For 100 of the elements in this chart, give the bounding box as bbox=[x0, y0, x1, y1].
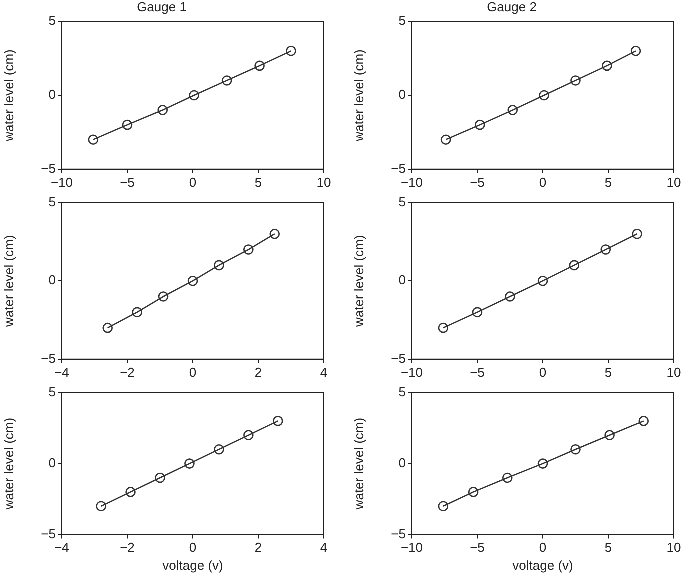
x-tick-label: 2 bbox=[254, 364, 262, 380]
point bbox=[570, 444, 581, 455]
point bbox=[440, 134, 452, 145]
x-tick-label: 0 bbox=[539, 174, 547, 190]
point bbox=[158, 105, 168, 116]
x-tick-label: 10 bbox=[666, 540, 682, 556]
point bbox=[502, 472, 513, 484]
y-tick-label: −5 bbox=[41, 526, 56, 542]
x-tick-label: 0 bbox=[539, 540, 547, 556]
x-tick-label: 5 bbox=[604, 364, 612, 380]
y-tick-label: −5 bbox=[391, 160, 406, 176]
x-tick-label: 2 bbox=[254, 540, 262, 556]
point bbox=[273, 416, 284, 426]
y-axis-title: water level (cm) bbox=[1, 50, 16, 142]
y-tick-label: 5 bbox=[48, 13, 56, 28]
x-tick-label: 0 bbox=[539, 364, 547, 380]
x-tick-label: 0 bbox=[189, 364, 197, 380]
point bbox=[88, 134, 99, 145]
y-axis-title: water level (cm) bbox=[1, 418, 16, 511]
point bbox=[438, 322, 449, 334]
y-tick-label: 0 bbox=[48, 87, 56, 102]
point bbox=[569, 260, 580, 271]
x-tick-label: 10 bbox=[666, 174, 682, 190]
point bbox=[126, 487, 136, 498]
x-axis-title: voltage (v) bbox=[512, 558, 574, 573]
x-tick-label: −5 bbox=[470, 174, 485, 190]
x-axis-title: voltage (v) bbox=[162, 558, 224, 573]
point bbox=[538, 458, 548, 469]
y-tick-label: 0 bbox=[48, 455, 56, 470]
point bbox=[244, 244, 254, 255]
point bbox=[472, 307, 483, 318]
x-tick-label: −10 bbox=[50, 174, 74, 190]
y-tick-label: −5 bbox=[391, 350, 406, 366]
point bbox=[122, 120, 133, 130]
point bbox=[189, 90, 200, 101]
y-tick-label: −5 bbox=[41, 350, 56, 366]
point bbox=[286, 46, 296, 56]
point bbox=[508, 105, 518, 116]
point bbox=[539, 90, 550, 101]
chart-title: Gauge 2 bbox=[487, 0, 537, 14]
x-tick-label: 0 bbox=[189, 174, 197, 190]
point bbox=[570, 76, 581, 86]
y-tick-label: −5 bbox=[391, 526, 406, 542]
point bbox=[188, 276, 198, 286]
x-tick-label: −10 bbox=[400, 174, 424, 190]
point bbox=[244, 430, 254, 441]
x-tick-label: 5 bbox=[254, 174, 262, 190]
x-tick-label: −4 bbox=[54, 540, 70, 556]
point bbox=[505, 292, 516, 302]
point bbox=[602, 60, 612, 72]
point bbox=[600, 244, 612, 255]
x-tick-label: −10 bbox=[400, 364, 424, 380]
y-tick-label: 5 bbox=[398, 384, 406, 400]
y-axis-title: water level (cm) bbox=[1, 235, 16, 328]
y-tick-label: 0 bbox=[398, 455, 406, 470]
point bbox=[638, 416, 650, 426]
x-tick-label: 10 bbox=[316, 174, 332, 190]
x-tick-label: −5 bbox=[120, 174, 135, 190]
y-tick-label: 5 bbox=[398, 13, 406, 28]
x-tick-label: 10 bbox=[666, 364, 682, 380]
point bbox=[474, 120, 486, 130]
point bbox=[132, 307, 142, 318]
x-tick-label: −5 bbox=[470, 540, 485, 556]
x-tick-label: 0 bbox=[189, 540, 197, 556]
x-tick-label: 4 bbox=[320, 540, 328, 556]
point bbox=[184, 458, 195, 469]
y-tick-label: 0 bbox=[398, 87, 406, 102]
x-tick-label: −2 bbox=[120, 540, 135, 556]
point bbox=[214, 260, 224, 271]
y-axis-title: water level (cm) bbox=[351, 50, 366, 142]
point bbox=[438, 501, 449, 512]
x-tick-label: −5 bbox=[470, 364, 485, 380]
point bbox=[538, 276, 548, 286]
point bbox=[632, 228, 642, 240]
x-tick-label: −2 bbox=[120, 364, 135, 380]
point bbox=[155, 472, 166, 484]
point bbox=[102, 322, 113, 334]
point bbox=[254, 60, 265, 72]
x-tick-label: −10 bbox=[400, 540, 424, 556]
chart-title: Gauge 1 bbox=[137, 0, 187, 14]
point bbox=[158, 292, 169, 302]
x-tick-label: −4 bbox=[54, 364, 70, 380]
point bbox=[96, 501, 106, 512]
y-tick-label: −5 bbox=[41, 160, 56, 176]
point bbox=[222, 76, 232, 86]
x-tick-label: 4 bbox=[320, 364, 328, 380]
y-tick-label: 0 bbox=[48, 272, 56, 288]
x-tick-label: 5 bbox=[604, 174, 612, 190]
y-tick-label: 5 bbox=[398, 194, 406, 210]
y-tick-label: 5 bbox=[48, 194, 56, 210]
point bbox=[270, 228, 280, 240]
point bbox=[214, 444, 224, 455]
y-axis-title: water level (cm) bbox=[351, 418, 366, 511]
point bbox=[630, 46, 642, 56]
y-axis-title: water level (cm) bbox=[351, 235, 366, 328]
y-tick-label: 0 bbox=[398, 272, 406, 288]
point bbox=[468, 487, 479, 498]
point bbox=[604, 430, 615, 441]
y-tick-label: 5 bbox=[48, 384, 56, 400]
x-tick-label: 5 bbox=[604, 540, 612, 556]
